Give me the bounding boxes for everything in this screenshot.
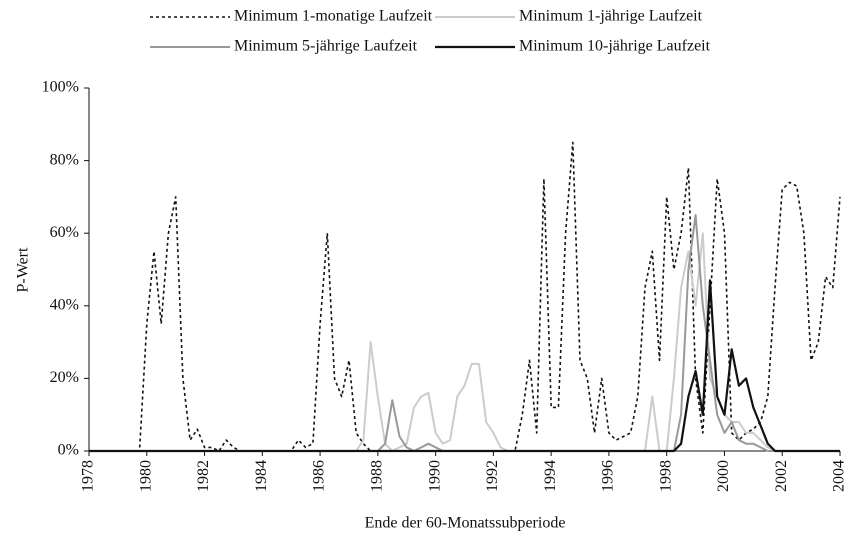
x-tick-label: 2000 [715,460,732,492]
series-line [89,232,840,452]
series-line [89,141,841,452]
x-tick-label: 1988 [369,460,386,492]
x-tick-label: 1984 [253,460,270,492]
legend-label: Minimum 1-monatige Laufzeit [234,8,433,25]
y-tick-label: 100% [42,79,79,96]
x-tick-label: 1980 [137,460,154,492]
x-tick-label: 1998 [657,460,674,492]
x-tick-label: 1992 [484,460,501,492]
x-tick-label: 1996 [600,460,617,492]
x-tick-label: 1994 [542,460,559,492]
y-tick-label: 40% [50,296,79,313]
legend-label: Minimum 10-jährige Laufzeit [519,38,711,55]
legend-label: Minimum 1-jährige Laufzeit [519,8,703,25]
x-tick-label: 1978 [80,460,97,492]
x-tick-label: 2002 [773,460,790,492]
x-axis-label: Ende der 60-Monatssubperiode [365,515,566,532]
y-tick-label: 0% [58,442,79,459]
x-tick-label: 2004 [831,460,848,492]
legend-label: Minimum 5-jährige Laufzeit [234,38,418,55]
series-line [89,279,840,453]
x-tick-label: 1990 [426,460,443,492]
y-axis-label: P-Wert [15,247,32,292]
y-tick-label: 20% [50,369,79,386]
x-tick-label: 1986 [311,460,328,492]
y-tick-label: 80% [50,151,79,168]
y-tick-label: 60% [50,224,79,241]
x-tick-label: 1982 [195,460,212,492]
